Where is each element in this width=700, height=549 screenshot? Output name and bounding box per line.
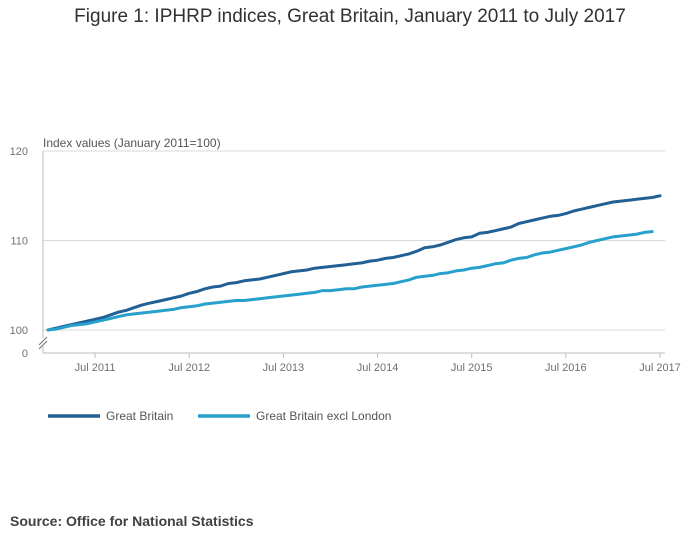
series-line-1 [46, 194, 662, 332]
x-tick-label: Jul 2015 [451, 362, 493, 374]
x-tick-label: Jul 2016 [545, 362, 587, 374]
y-axis-label: Index values (January 2011=100) [43, 136, 221, 150]
y-tick-label-120: 120 [10, 146, 28, 158]
y-tick-label-100: 100 [10, 325, 28, 337]
y-tick-labels: 100 110 120 0 [10, 146, 28, 360]
series-line-2 [46, 230, 654, 332]
x-tick-labels: Jul 2011 Jul 2012 Jul 2013 Jul 2014 Jul 2015… [75, 362, 681, 374]
x-tick-label: Jul 2011 [75, 362, 116, 374]
legend-label-1: Great Britain [106, 409, 173, 423]
grid-lines [43, 150, 665, 331]
chart-title: Figure 1: IPHRP indices, Great Britain, … [74, 6, 626, 27]
x-tick-label: Jul 2012 [168, 362, 210, 374]
legend: Great Britain Great Britain excl London [48, 409, 391, 423]
series-lines [46, 194, 662, 332]
y-tick-label-110: 110 [10, 236, 28, 248]
axis-break-mark [38, 336, 48, 346]
x-tick-label: Jul 2017 [639, 362, 681, 374]
axis-break-mark [38, 340, 48, 350]
x-tick-label: Jul 2013 [263, 362, 305, 374]
y-tick-label-0: 0 [22, 348, 28, 360]
x-tick-label: Jul 2014 [357, 362, 399, 374]
source-note: Source: Office for National Statistics [10, 513, 254, 529]
legend-label-2: Great Britain excl London [256, 409, 391, 423]
axes [38, 151, 665, 358]
